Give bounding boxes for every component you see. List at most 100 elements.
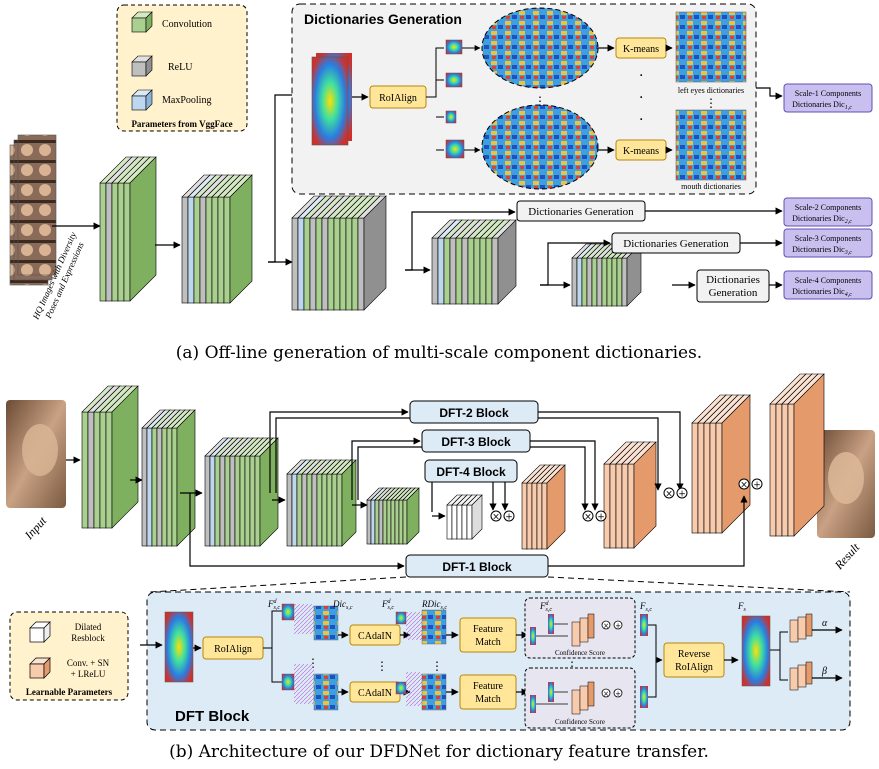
stack-b2-slab-6 — [171, 409, 196, 547]
split-lines — [770, 631, 788, 681]
multiply-op-2-icon-glyph: × — [665, 490, 673, 500]
arrow-to-dft1 — [189, 493, 405, 570]
scale-output-4: Scale-4 Components Dictionaries Dic4,c — [783, 270, 873, 300]
scale2-line2: Dictionaries Dic2,c — [792, 214, 852, 225]
conf-lines-top — [536, 623, 568, 637]
multiply-op-4-icon-glyph: × — [492, 513, 500, 523]
dfdnet-stacks — [81, 373, 825, 550]
dot-1: · — [639, 68, 643, 84]
branch-lines-a — [426, 47, 444, 151]
dot-2: · — [639, 90, 643, 106]
add-op-2-icon-glyph: + — [678, 490, 686, 500]
patch-mouth — [445, 139, 465, 159]
dft3-block-label: DFT-3 Block — [441, 435, 511, 449]
stack-b6-slab-4 — [466, 494, 483, 540]
conf-add-bot-icon — [613, 688, 623, 698]
arrow-panel-to-scale1 — [756, 87, 783, 100]
conf-rdic-top — [530, 627, 536, 645]
stack-b5-slab-9 — [402, 487, 420, 545]
dic-patches-bot — [313, 673, 339, 711]
branch-lines-b — [263, 610, 282, 683]
relu-cube-icon — [131, 55, 153, 77]
stack-b4-slab-10 — [336, 459, 357, 547]
stack-b10-slab-3 — [787, 373, 825, 537]
dft1-block-label: DFT-1 Block — [442, 560, 512, 574]
arrow-dft1-out — [548, 495, 748, 567]
scale1-line2: Dictionaries Dic1,c — [792, 100, 852, 111]
dot-3: · — [639, 112, 643, 128]
left-eyes-dictionary-image — [675, 11, 747, 83]
beta-label: β — [821, 666, 827, 677]
rdic-patches-bot — [421, 673, 447, 711]
confidence-label-bot: Confidence Score — [555, 718, 605, 726]
legend-conv-line2: + LReLU — [71, 669, 106, 679]
mouth-dict-label: mouth dictionaries — [681, 182, 741, 191]
fhat-feature-top — [640, 614, 648, 636]
heatmap-face-image — [311, 53, 352, 146]
legend-maxpooling-label: MaxPooling — [162, 95, 211, 106]
multiply-op-1-icon — [738, 478, 750, 490]
cadain-label-bot: CAdaIN — [358, 688, 392, 699]
mouth-feature-cluster — [481, 104, 599, 190]
conf-feat-top — [548, 614, 554, 634]
arrow-to-dict-panel — [268, 91, 306, 263]
stack-a2-slab-7 — [223, 174, 253, 304]
caption-a: (a) Off-line generation of multi-scale c… — [176, 343, 702, 363]
caption-b: (b) Architecture of our DFDNet for dicti… — [169, 742, 709, 762]
scale3-line1: Scale-3 Components — [795, 234, 861, 243]
f-label-top-2: Fd s,c — [381, 599, 394, 611]
legend-a-title: Parameters from VggFace — [131, 119, 232, 129]
conf-multiply-bot-icon — [601, 688, 611, 698]
arrow-to-dft3 — [351, 437, 421, 500]
conf-add-glyph-bot: + — [615, 690, 621, 698]
stack-a1-slab-4 — [123, 156, 157, 302]
convolution-cube-icon — [131, 11, 153, 33]
stack-b7-slab-4 — [541, 464, 566, 550]
conf-f-label-top: Fd s,c — [539, 601, 552, 613]
component-feature-bot — [281, 673, 295, 691]
legend-dilated-line1: Dilated — [75, 622, 102, 632]
stack-b1-slab-4 — [105, 385, 139, 529]
link-lines-bot-2 — [406, 672, 422, 706]
left-eyes-dict-label: left eyes dictionaries — [678, 86, 744, 95]
kmeans-label-2: K-means — [623, 146, 659, 157]
ellipsis-vertical-icon: ⋮ — [534, 94, 546, 108]
dft3-block-box — [421, 429, 531, 453]
legend-conv-line1: Conv. + SN — [67, 658, 110, 668]
cadain-label-top: CAdaIN — [358, 631, 392, 642]
dft4-block-box — [424, 459, 518, 483]
component-feature-top — [281, 603, 295, 621]
patch-right-eye — [445, 72, 463, 88]
reverse-line1: Reverse — [678, 649, 711, 660]
conf-add-glyph-top: + — [615, 622, 621, 630]
ellipsis-b-2: ⋮ — [376, 659, 388, 673]
stack-b3-slab-10 — [254, 437, 279, 547]
legend-convolution-label: Convolution — [162, 19, 212, 30]
dict-gen-box-4 — [696, 269, 770, 303]
multiply-op-2-icon — [663, 487, 675, 499]
legend-vggface: Convolution ReLU MaxPooling Parameters f… — [116, 4, 248, 132]
legend-learnable: Dilated Resblock Conv. + SN + LReLU Lear… — [9, 611, 129, 701]
scale-output-3: Scale-3 Components Dictionaries Dic3,c — [783, 228, 873, 258]
link-lines-bot — [294, 664, 314, 704]
dft1-block-box — [405, 554, 549, 578]
legend-dilated-line2: Resblock — [71, 633, 105, 643]
dft2-block-label: DFT-2 Block — [439, 406, 509, 420]
scale4-line1: Scale-4 Components — [795, 276, 861, 285]
f-label-top: Fd s,c — [267, 599, 280, 611]
stack-a4-slab-10 — [491, 219, 517, 305]
multiply-op-1-icon-glyph: × — [740, 481, 748, 491]
kmeans-label-1: K-means — [623, 44, 659, 55]
multiply-op-3-icon-glyph: × — [584, 513, 592, 523]
beta-conv-stack — [789, 661, 813, 691]
add-op-4-icon — [503, 510, 515, 522]
component-feature-bot-2 — [395, 681, 407, 695]
legend-b-title: Learnable Parameters — [26, 687, 113, 697]
fm-top-line2: Match — [475, 637, 501, 648]
dict-gen-label-3: Dictionaries Generation — [623, 238, 729, 250]
link-lines-top — [294, 604, 314, 634]
arrow-dft2-out — [538, 411, 684, 491]
arrow-dft3-out — [530, 440, 599, 511]
conf-lines-bot — [536, 691, 568, 705]
multiply-op-4-icon — [490, 510, 502, 522]
